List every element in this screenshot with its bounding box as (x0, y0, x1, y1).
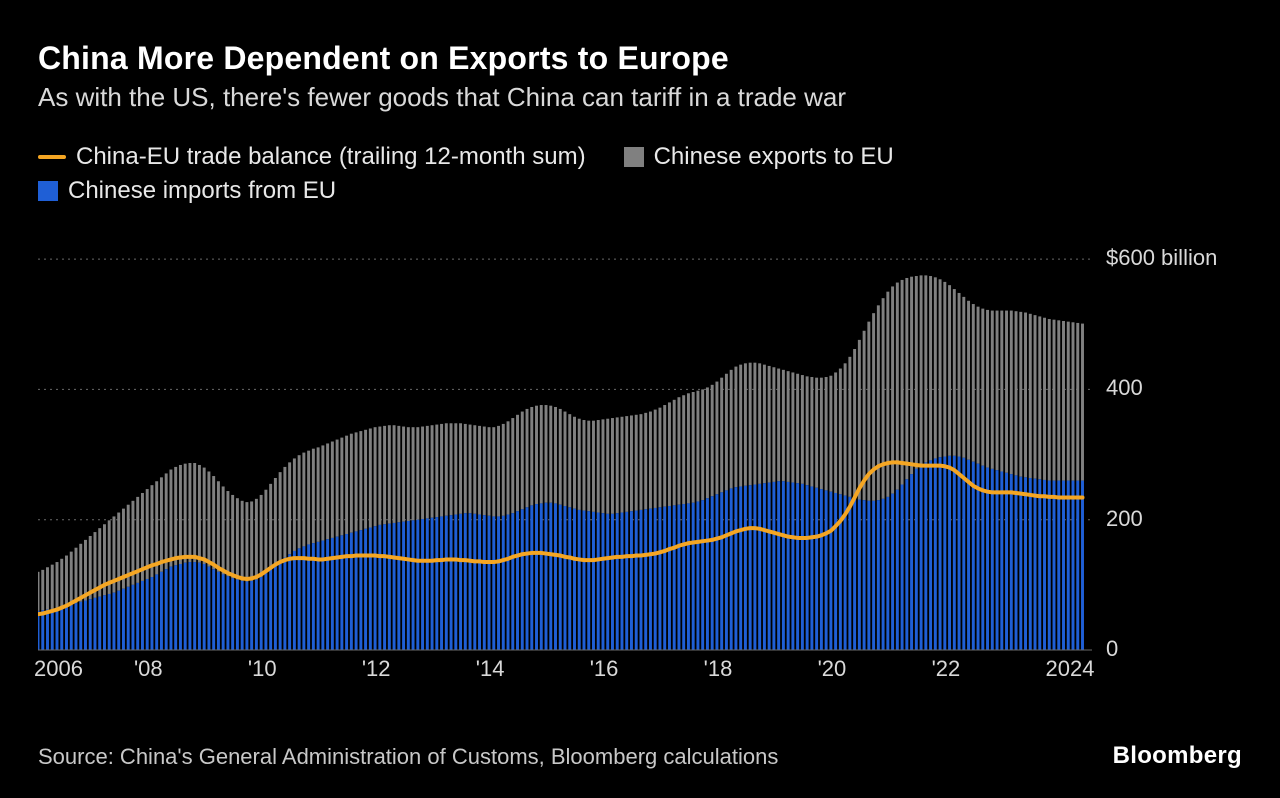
chart-subtitle: As with the US, there's fewer goods that… (38, 82, 846, 113)
x-axis-label: 2006 (34, 656, 83, 682)
y-axis-label: 200 (1106, 506, 1143, 532)
x-axis-label: 2024 (1046, 656, 1095, 682)
x-axis-label: '16 (590, 656, 619, 682)
legend-label-exports: Chinese exports to EU (654, 140, 894, 174)
x-axis-label: '14 (476, 656, 505, 682)
x-axis-label: '10 (248, 656, 277, 682)
chart-svg (38, 220, 1242, 690)
legend-swatch-exports (624, 147, 644, 167)
chart-legend: China-EU trade balance (trailing 12-mont… (38, 140, 894, 208)
x-axis-label: '22 (932, 656, 961, 682)
x-axis-label: '18 (704, 656, 733, 682)
legend-swatch-imports (38, 181, 58, 201)
x-axis-label: '12 (362, 656, 391, 682)
legend-swatch-balance (38, 155, 66, 159)
chart-source: Source: China's General Administration o… (38, 744, 778, 770)
chart-plot: 0200400$600 billion 2006'08'10'12'14'16'… (38, 220, 1242, 690)
x-axis-label: '20 (818, 656, 847, 682)
y-axis-label: 0 (1106, 636, 1118, 662)
brand-label: Bloomberg (1113, 742, 1242, 770)
chart-title: China More Dependent on Exports to Europ… (38, 40, 729, 77)
y-axis-label: $600 billion (1106, 245, 1217, 271)
chart-card: China More Dependent on Exports to Europ… (0, 0, 1280, 798)
x-axis-label: '08 (134, 656, 163, 682)
legend-label-balance: China-EU trade balance (trailing 12-mont… (76, 140, 586, 174)
y-axis-label: 400 (1106, 375, 1143, 401)
legend-label-imports: Chinese imports from EU (68, 174, 336, 208)
